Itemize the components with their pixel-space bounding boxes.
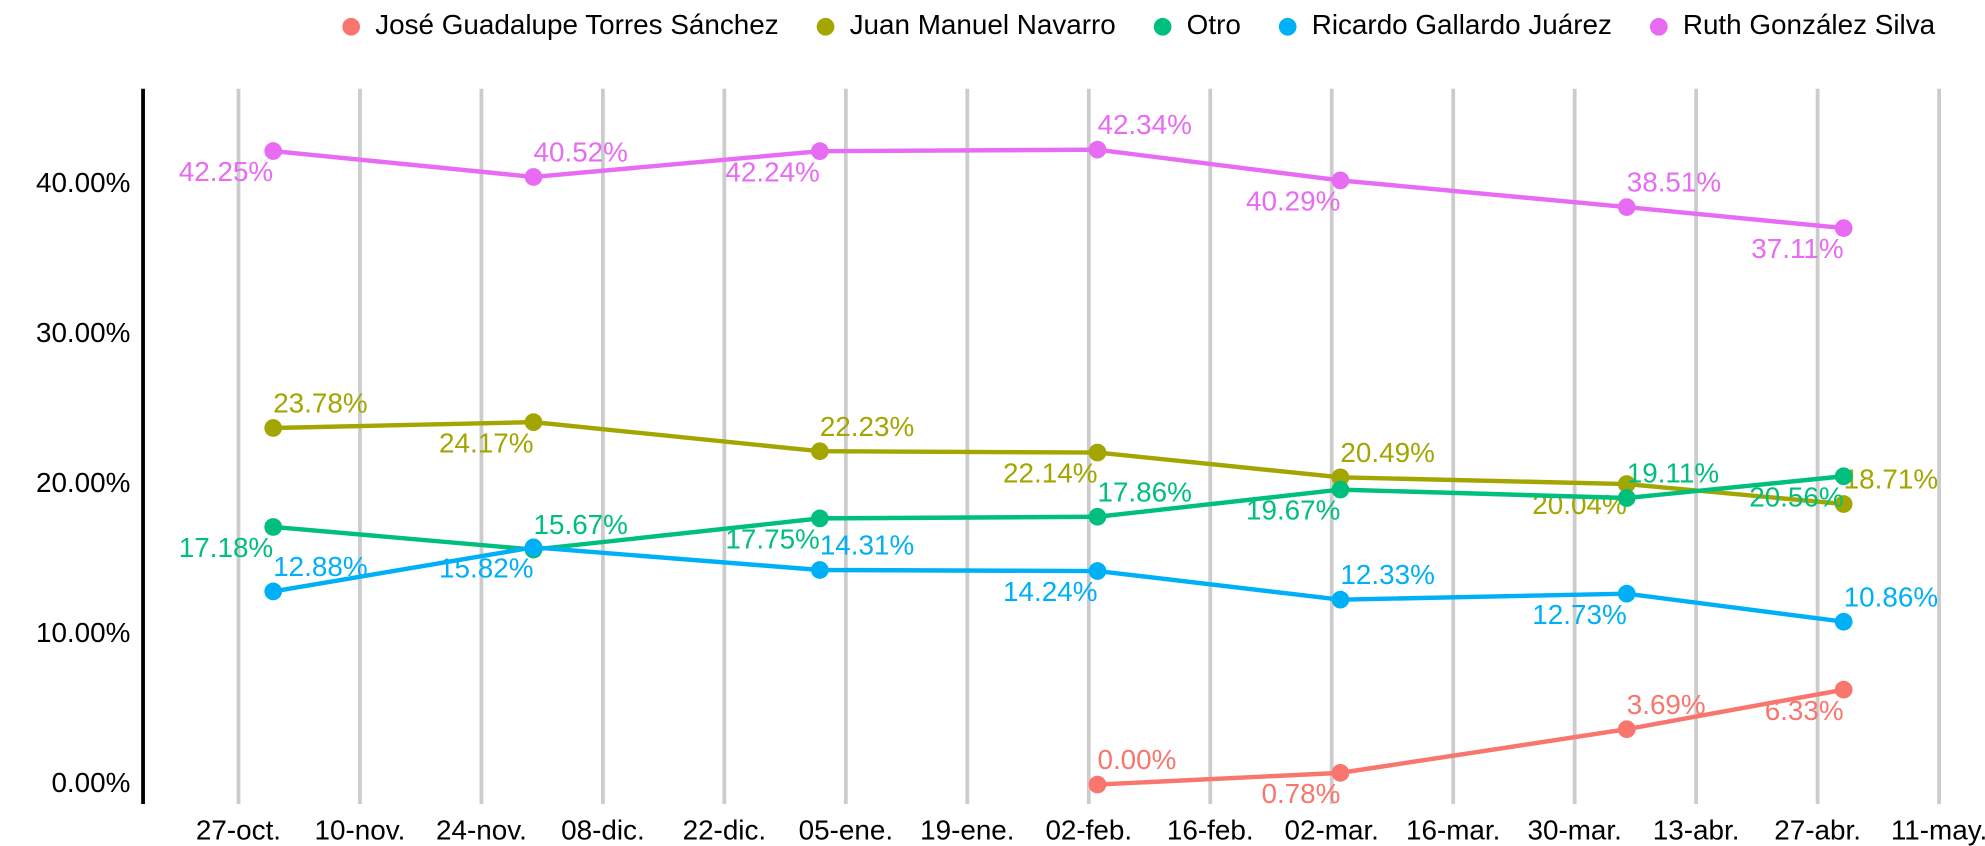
- data-label: 17.18%: [179, 532, 273, 563]
- data-label: 20.49%: [1340, 437, 1434, 468]
- data-label: 17.86%: [1097, 476, 1191, 507]
- data-label: 22.23%: [820, 411, 914, 442]
- point: [264, 142, 283, 160]
- data-label: 0.00%: [1097, 744, 1176, 775]
- grid: [236, 88, 1941, 805]
- legend-marker: [1278, 17, 1297, 36]
- data-label: 40.29%: [1246, 186, 1340, 217]
- legend-marker: [816, 17, 835, 36]
- x-tick-label: 27-oct.: [196, 814, 281, 845]
- point: [524, 538, 543, 557]
- data-label: 14.31%: [820, 530, 914, 561]
- point: [1331, 171, 1350, 190]
- x-tick-label: 22-dic.: [683, 814, 767, 845]
- y-tick-label: 0.00%: [51, 767, 130, 798]
- data-label: 17.75%: [725, 524, 819, 555]
- data-label: 0.78%: [1261, 778, 1340, 809]
- y-tick-label: 10.00%: [36, 617, 130, 648]
- point: [1331, 763, 1350, 782]
- point: [1834, 495, 1853, 513]
- y-tick-label: 30.00%: [36, 317, 130, 348]
- point: [1331, 468, 1350, 487]
- x-tick-label: 13-abr.: [1653, 814, 1740, 845]
- series-line: [1097, 687, 1845, 787]
- point: [1088, 140, 1107, 159]
- data-label: 14.24%: [1003, 576, 1097, 607]
- data-label: 15.82%: [439, 552, 533, 583]
- y-tick-label: 40.00%: [36, 167, 130, 198]
- data-label: 19.67%: [1246, 495, 1340, 526]
- data-label: 10.86%: [1844, 581, 1938, 612]
- point: [1834, 680, 1853, 699]
- data-label: 18.71%: [1844, 464, 1938, 495]
- legend-label: Ruth González Silva: [1683, 9, 1936, 40]
- point: [1088, 775, 1107, 794]
- point: [810, 142, 829, 161]
- data-label: 37.11%: [1751, 233, 1843, 264]
- legend-label: Juan Manuel Navarro: [850, 9, 1116, 40]
- point: [1617, 198, 1636, 216]
- x-tick-label: 27-abr.: [1774, 814, 1861, 845]
- legend-marker: [1649, 17, 1668, 36]
- x-tick-label: 19-ene.: [920, 814, 1014, 845]
- point: [1617, 720, 1636, 739]
- data-label: 12.33%: [1340, 559, 1434, 590]
- x-tick-label: 24-nov.: [436, 814, 527, 845]
- legend: José Guadalupe Torres Sánchez Juan Manuel…: [342, 9, 1936, 40]
- point: [1088, 562, 1107, 580]
- x-tick-label: 10-nov.: [315, 814, 406, 845]
- point: [810, 509, 829, 528]
- point: [524, 413, 543, 431]
- point: [524, 168, 543, 186]
- legend-marker: [1153, 17, 1172, 36]
- y-tick-label: 20.00%: [36, 467, 130, 498]
- point: [264, 582, 283, 601]
- data-label: 12.73%: [1532, 599, 1626, 630]
- x-tick-label: 02-feb.: [1045, 814, 1132, 845]
- legend-label: Otro: [1187, 9, 1241, 40]
- data-label: 20.56%: [1749, 481, 1843, 512]
- point: [1331, 480, 1350, 499]
- data-label: 24.17%: [439, 427, 533, 458]
- legend-label: Ricardo Gallardo Juárez: [1312, 9, 1612, 40]
- point: [1617, 475, 1636, 493]
- legend-label: José Guadalupe Torres Sánchez: [375, 9, 778, 40]
- x-tick-label: 16-feb.: [1167, 814, 1254, 845]
- point: [1088, 507, 1107, 526]
- data-label: 3.69%: [1627, 689, 1706, 720]
- data-label: 23.78%: [273, 388, 367, 419]
- x-tick-label: 08-dic.: [561, 814, 645, 845]
- x-tick-label: 05-ene.: [799, 814, 893, 845]
- point: [1834, 467, 1853, 486]
- point: [1617, 489, 1636, 507]
- data-label: 12.88%: [273, 551, 367, 582]
- x-tick-label: 16-mar.: [1406, 814, 1500, 845]
- data-label: 42.25%: [179, 156, 273, 187]
- data-label: 19.11%: [1627, 458, 1719, 489]
- x-tick-label: 30-mar.: [1527, 814, 1621, 845]
- point: [1088, 443, 1107, 462]
- series-line: [272, 147, 1844, 231]
- data-label: 42.24%: [725, 156, 819, 187]
- point: [1617, 584, 1636, 603]
- legend-marker: [342, 17, 361, 36]
- point: [264, 419, 283, 437]
- point: [810, 442, 829, 461]
- data-label: 22.14%: [1003, 458, 1097, 489]
- point: [1834, 612, 1853, 631]
- point: [810, 561, 829, 579]
- data-label: 42.34%: [1097, 109, 1191, 140]
- point: [1834, 219, 1853, 237]
- data-label: 6.33%: [1765, 695, 1844, 726]
- data-label: 15.67%: [533, 509, 627, 540]
- data-label: 40.52%: [533, 137, 627, 168]
- data-label: 38.51%: [1627, 167, 1721, 198]
- x-tick-label: 02-mar.: [1285, 814, 1379, 845]
- point: [264, 518, 283, 536]
- point: [1331, 590, 1350, 609]
- x-tick-label: 11-may.: [1891, 814, 1985, 845]
